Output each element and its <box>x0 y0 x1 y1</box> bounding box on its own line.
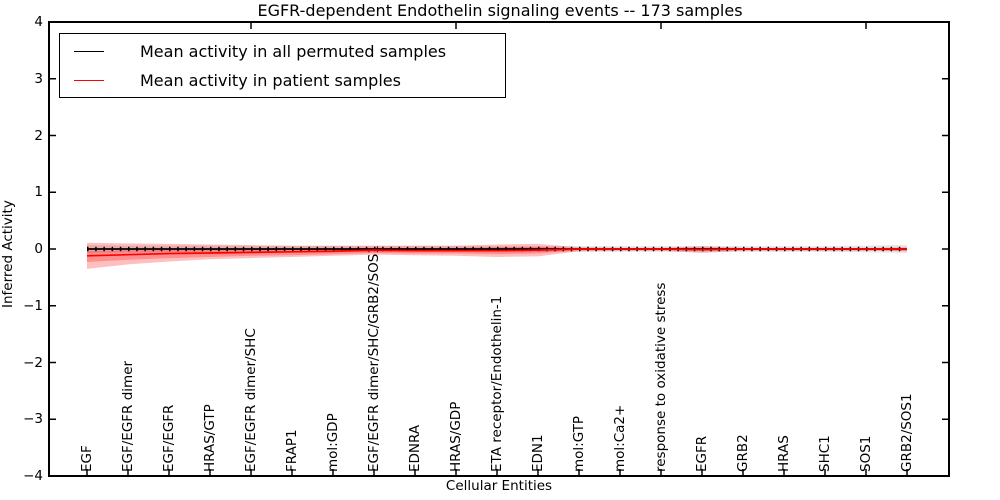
legend-line-sample-red <box>74 79 104 81</box>
y-tick-label: −3 <box>23 411 43 428</box>
y-tick-label: 3 <box>34 70 43 87</box>
y-tick-label: 4 <box>34 14 43 30</box>
y-tick-label: 1 <box>34 184 43 201</box>
legend: Mean activity in all permuted samples Me… <box>59 33 506 98</box>
y-tick-label: −2 <box>23 354 43 371</box>
series-line-1 <box>86 248 907 257</box>
y-tick-label: −4 <box>23 468 43 484</box>
legend-label-permuted: Mean activity in all permuted samples <box>140 41 447 61</box>
chart-title: EGFR-dependent Endothelin signaling even… <box>257 1 743 20</box>
legend-line-sample-black <box>74 50 104 52</box>
legend-entry-permuted: Mean activity in all permuted samples <box>60 40 505 62</box>
y-tick-label: 0 <box>34 241 43 257</box>
legend-label-patient: Mean activity in patient samples <box>140 70 401 90</box>
y-tick-label: 2 <box>34 127 43 144</box>
x-axis-label: Cellular Entities <box>445 478 553 494</box>
legend-entry-patient: Mean activity in patient samples <box>60 69 505 91</box>
y-tick-label: −1 <box>23 297 43 314</box>
